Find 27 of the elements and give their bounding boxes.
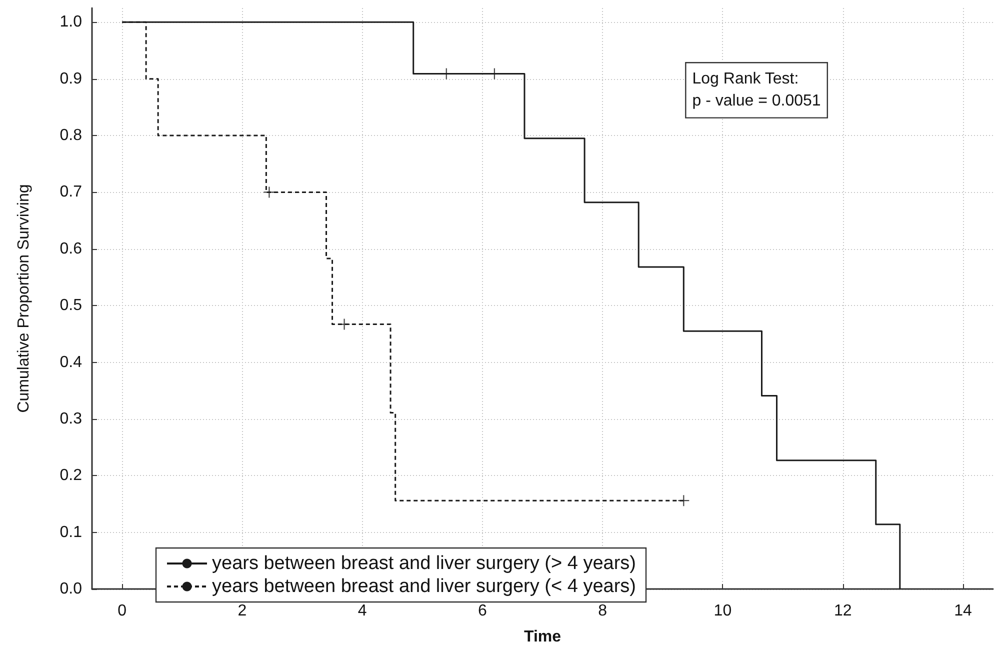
y-tick-label: 0.8: [60, 127, 82, 144]
y-tick-label: 0.2: [60, 467, 82, 484]
x-tick-label: 14: [954, 602, 972, 620]
x-tick-label: 0: [118, 602, 127, 620]
y-tick-label: 0.0: [60, 580, 82, 598]
legend-label: years between breast and liver surgery (< 4 years): [212, 576, 636, 597]
legend-label: years between breast and liver surgery (> 4 years): [212, 553, 636, 574]
x-tick-label: 6: [478, 602, 487, 620]
y-axis-title: Cumulative Proportion Surviving: [16, 184, 32, 413]
y-tick-label: 0.4: [60, 354, 82, 371]
x-tick-label: 8: [598, 602, 608, 620]
y-tick-label: 0.7: [60, 184, 82, 201]
x-axis-title: Time: [524, 628, 562, 646]
y-tick-label: 1.0: [60, 14, 82, 31]
y-tick-label: 0.1: [60, 524, 82, 541]
annotation: p - value = 0.0051: [692, 92, 821, 110]
x-tick-label: 10: [714, 602, 732, 620]
point: [264, 186, 275, 198]
y-tick-label: 0.5: [60, 297, 82, 314]
annotation: Log Rank Test:: [692, 70, 799, 88]
x-tick-label: 4: [358, 602, 367, 620]
y-tick-label: 0.3: [60, 410, 82, 428]
y-tick-label: 0.6: [60, 240, 82, 258]
x-tick-label: 12: [834, 602, 852, 620]
y-tick-label: 0.9: [60, 70, 82, 88]
point: [678, 495, 690, 506]
x-tick-label: 2: [238, 602, 247, 620]
